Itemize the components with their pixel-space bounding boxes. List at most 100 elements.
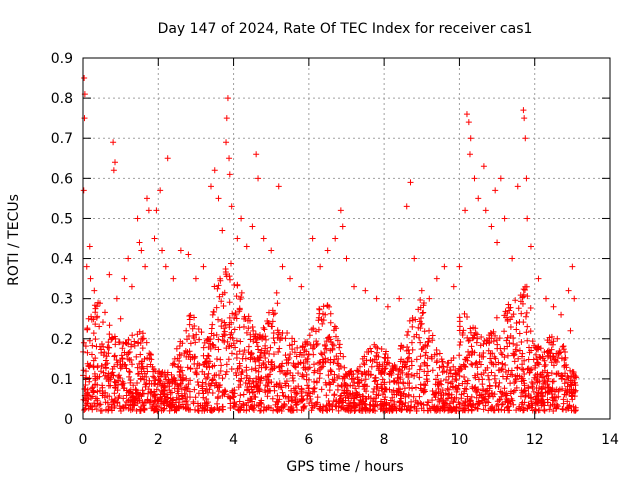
data-point — [475, 386, 482, 393]
data-point — [157, 394, 164, 401]
data-point — [84, 326, 91, 333]
data-point — [226, 343, 233, 350]
data-point — [242, 355, 249, 362]
data-point — [119, 345, 126, 352]
data-point — [382, 348, 389, 355]
data-point — [514, 183, 521, 190]
data-point — [327, 367, 334, 374]
data-point — [519, 294, 526, 301]
data-point — [494, 239, 501, 246]
data-point — [257, 352, 264, 359]
data-point — [243, 329, 250, 336]
data-point — [228, 319, 235, 326]
data-point — [372, 343, 379, 350]
data-point — [374, 349, 381, 356]
data-point — [481, 337, 488, 344]
data-point — [499, 400, 506, 407]
data-point — [519, 353, 526, 360]
data-point — [544, 399, 551, 406]
data-point — [109, 366, 116, 373]
data-point — [222, 371, 229, 378]
data-point — [448, 357, 455, 364]
data-point — [402, 393, 409, 400]
data-point — [468, 406, 475, 413]
data-point — [534, 393, 541, 400]
data-point — [226, 155, 233, 162]
data-point — [228, 329, 235, 336]
data-point — [467, 135, 474, 142]
data-point — [91, 400, 98, 407]
data-point — [319, 407, 326, 414]
data-point — [139, 330, 146, 337]
data-point — [417, 381, 424, 388]
y-tick-label: 0.1 — [51, 372, 73, 388]
data-point — [396, 295, 403, 302]
data-point — [265, 358, 272, 365]
data-point — [429, 403, 436, 410]
data-point — [169, 396, 176, 403]
data-point — [403, 406, 410, 413]
data-point — [455, 382, 462, 389]
data-point — [226, 324, 233, 331]
data-point — [283, 370, 290, 377]
data-point — [215, 316, 222, 323]
data-point — [464, 377, 471, 384]
data-point — [311, 367, 318, 374]
data-point — [448, 405, 455, 412]
x-tick-label: 6 — [304, 432, 313, 448]
data-point — [214, 400, 221, 407]
data-point — [532, 351, 539, 358]
data-point — [523, 329, 530, 336]
data-point — [525, 401, 532, 408]
data-point — [384, 359, 391, 366]
data-point — [341, 406, 348, 413]
data-point — [153, 406, 160, 413]
data-point — [348, 395, 355, 402]
data-point — [201, 361, 208, 368]
data-point — [253, 151, 260, 158]
data-point — [226, 314, 233, 321]
data-point — [176, 351, 183, 358]
data-point — [398, 343, 405, 350]
data-point — [152, 368, 159, 375]
data-point — [555, 350, 562, 357]
data-point — [295, 370, 302, 377]
data-point — [353, 402, 360, 409]
data-point — [111, 404, 118, 411]
data-point — [305, 385, 312, 392]
data-point — [163, 402, 170, 409]
data-point — [455, 399, 462, 406]
data-point — [187, 312, 194, 319]
data-point — [505, 367, 512, 374]
data-point — [326, 333, 333, 340]
data-point — [183, 327, 190, 334]
data-point — [413, 405, 420, 412]
data-point — [146, 398, 153, 405]
data-point — [209, 389, 216, 396]
data-point — [285, 383, 292, 390]
data-point — [107, 376, 114, 383]
data-point — [217, 277, 224, 284]
data-point — [381, 381, 388, 388]
data-point — [456, 341, 463, 348]
data-point — [275, 398, 282, 405]
data-point — [313, 342, 320, 349]
data-point — [414, 370, 421, 377]
data-point — [513, 342, 520, 349]
data-point — [112, 335, 119, 342]
data-point — [227, 276, 234, 283]
data-point — [511, 387, 518, 394]
data-point — [97, 407, 104, 414]
data-point — [262, 389, 269, 396]
data-point — [354, 391, 361, 398]
data-point — [417, 362, 424, 369]
data-point — [276, 345, 283, 352]
data-point — [528, 366, 535, 373]
data-point — [125, 389, 132, 396]
data-point — [133, 353, 140, 360]
data-point — [187, 340, 194, 347]
data-point — [219, 291, 226, 298]
data-point — [534, 379, 541, 386]
data-point — [127, 379, 134, 386]
data-point — [216, 372, 223, 379]
